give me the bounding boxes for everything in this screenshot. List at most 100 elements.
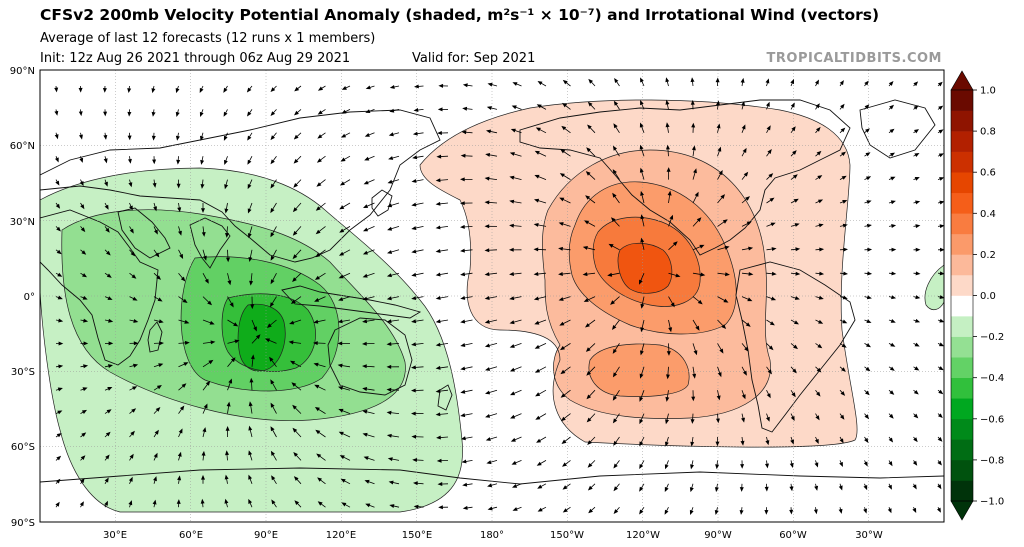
wind-vector-head (562, 102, 568, 108)
wind-vector-head (485, 390, 491, 395)
wind-vector-head (696, 217, 702, 222)
wind-vector-head (639, 464, 644, 469)
wind-vector-head (585, 323, 590, 328)
wind-vector-head (889, 366, 895, 371)
wind-vector-head (815, 415, 820, 421)
wind-vector-head (462, 106, 468, 111)
wind-vector-head (339, 181, 345, 186)
wind-vector-head (915, 247, 921, 252)
wind-vector-head (248, 498, 252, 504)
wind-vector-head (639, 373, 644, 379)
wind-vector-head (512, 82, 518, 86)
wind-vector-head (887, 508, 892, 514)
wind-vector-head (866, 295, 872, 300)
wind-vector-head (840, 414, 845, 420)
wind-vector-head (176, 159, 181, 165)
wind-vector-head (129, 228, 134, 234)
wind-vector-head (255, 334, 261, 340)
wind-vector-head (411, 365, 416, 370)
wind-vector-head (55, 180, 60, 186)
wind-vector-head (484, 272, 490, 277)
wind-vector-head (510, 437, 516, 442)
wind-vector-head (672, 241, 678, 246)
coastline-new-zealand (437, 384, 453, 411)
wind-vector-head (533, 223, 539, 227)
wind-vector-head (817, 175, 823, 180)
wind-vector-head (668, 327, 673, 333)
wind-vector-head (866, 343, 871, 348)
wind-vector-head (841, 343, 847, 348)
wind-vector-head (386, 410, 392, 415)
wind-vector-head (790, 79, 794, 85)
wind-vector-head (270, 159, 275, 165)
lon-label: 180° (480, 530, 504, 541)
wind-vector-head (388, 132, 394, 137)
wind-vector-head (484, 343, 490, 348)
wind-vector-head (937, 437, 943, 442)
contour-pos-05 (618, 243, 672, 294)
wind-vector-head (865, 366, 871, 372)
wind-vector-head (510, 391, 516, 396)
wind-vector-head (362, 364, 367, 369)
wind-vector-head (130, 430, 135, 436)
colorbar-cell (951, 459, 973, 481)
wind-vector-head (864, 104, 870, 110)
wind-vector-head (175, 135, 180, 141)
wind-vector-head (789, 509, 794, 515)
wind-vector-head (79, 181, 84, 187)
wind-vector-head (794, 320, 799, 325)
wind-vector-head (413, 108, 419, 112)
wind-vector-head (131, 408, 137, 413)
wind-vector-head (131, 274, 137, 279)
wind-vector-head (83, 341, 89, 346)
wind-vector-head (937, 460, 942, 466)
wind-vector-head (816, 367, 822, 373)
wind-vector-head (667, 190, 672, 196)
wind-vector-head (270, 426, 275, 432)
wind-vector-head (108, 318, 114, 323)
wind-vector-head (386, 342, 392, 346)
wind-vector-head (939, 295, 945, 299)
wind-vector-head (316, 182, 322, 187)
wind-vector-head (487, 506, 493, 511)
wind-vector-head (912, 460, 918, 466)
wind-vector-head (715, 441, 720, 447)
colorbar-extend-low (950, 500, 974, 521)
wind-vector-head (80, 478, 85, 484)
wind-vector-head (270, 379, 275, 385)
wind-vector-head (536, 461, 542, 466)
wind-vector-head (79, 501, 84, 507)
wind-vector-head (341, 502, 347, 507)
wind-vector-head (270, 87, 276, 92)
wind-vector-head (560, 149, 566, 154)
wind-vector-head (485, 437, 491, 441)
wind-vector-head (769, 197, 775, 202)
wind-vector-head (435, 272, 441, 277)
wind-vector-head (818, 319, 824, 324)
wind-vector-head (338, 386, 344, 390)
wind-vector-head (789, 462, 794, 468)
wind-vector-head (177, 451, 182, 457)
wind-vector-head (315, 229, 321, 235)
contour-lines (40, 99, 944, 513)
wind-vector-head (533, 272, 539, 276)
wind-vector-head (270, 402, 275, 408)
wind-vector-head (128, 158, 132, 164)
wind-vector-head (843, 271, 848, 276)
wind-vector-head (640, 237, 645, 243)
wind-vector-head (818, 295, 824, 300)
graticule (40, 70, 944, 522)
wind-vector-head (537, 507, 543, 512)
wind-vector-head (130, 251, 136, 257)
wind-vector-head (270, 450, 275, 456)
wind-vector-head (485, 414, 491, 418)
wind-vector-head (341, 109, 347, 114)
wind-vector-head (690, 441, 695, 447)
wind-vector-head (54, 87, 59, 93)
wind-vector-head (839, 80, 844, 86)
wind-vector-head (223, 111, 228, 117)
wind-vector-head (152, 182, 157, 188)
wind-vector-head (664, 486, 669, 492)
wind-vector-head (889, 128, 895, 134)
wind-vector-head (666, 351, 671, 356)
